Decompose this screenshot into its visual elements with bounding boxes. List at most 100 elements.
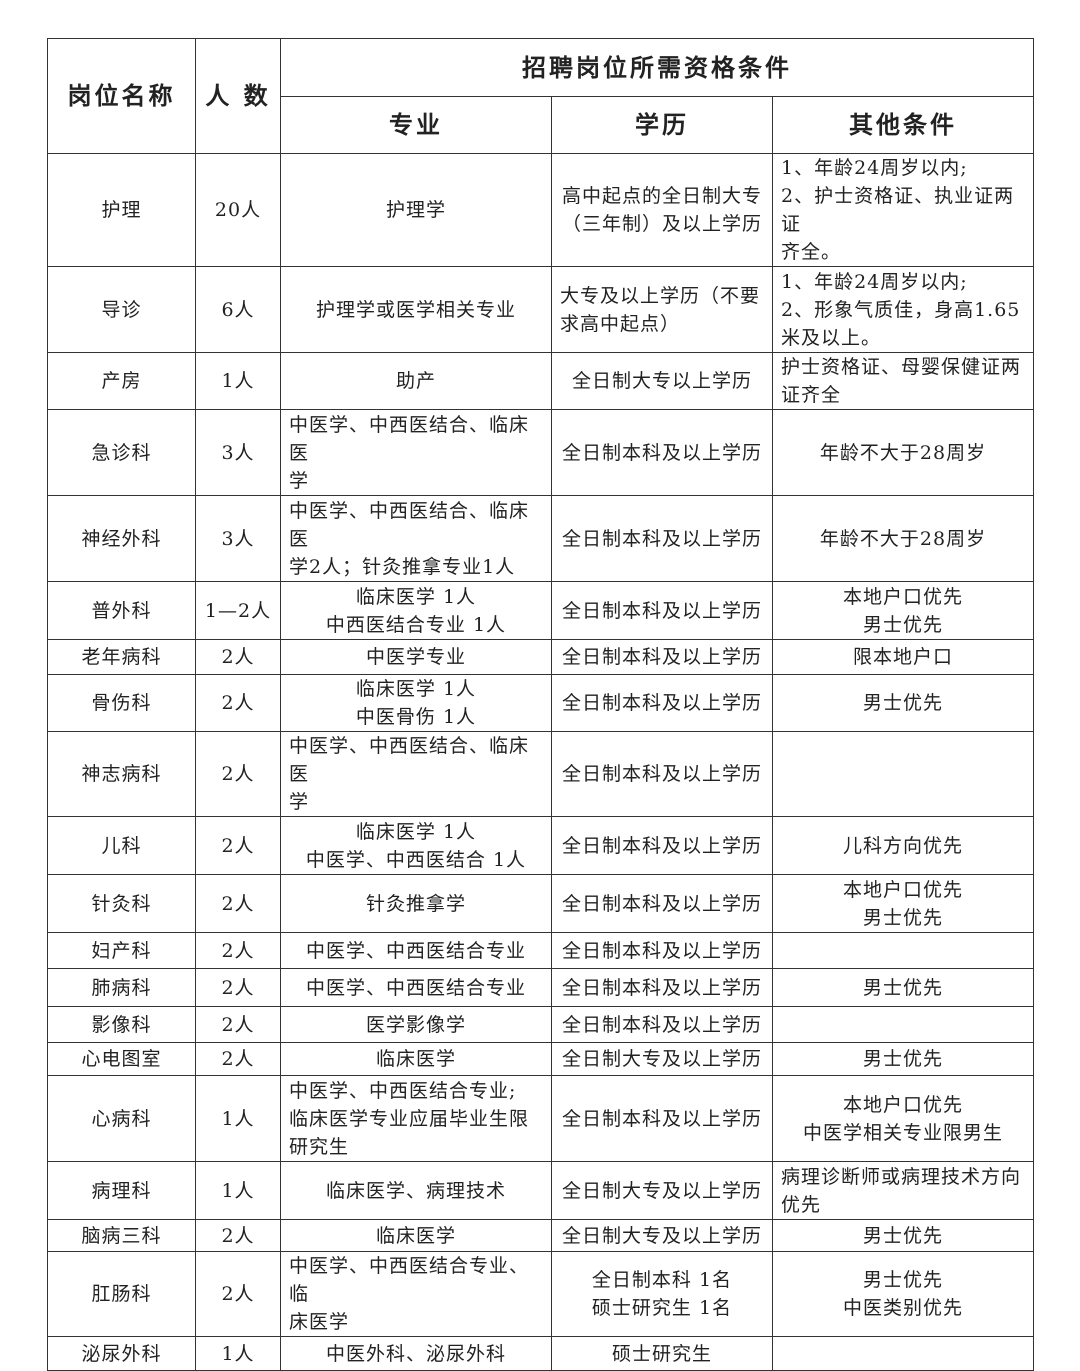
cell-position: 急诊科 [47, 409, 196, 496]
table-row: 护理 20人 护理学 高中起点的全日制大专 （三年制）及以上学历 1、年龄24周岁以内;… [47, 153, 1035, 267]
cell-count: 1—2人 [195, 581, 281, 640]
cell-major: 中医学、中西医结合、临床医 学 [280, 409, 552, 496]
header-requirements: 招聘岗位所需资格条件 [279, 38, 1035, 97]
header-other: 其他条件 [771, 96, 1035, 154]
header-major: 专业 [280, 96, 552, 154]
cell-count: 2人 [195, 968, 281, 1007]
cell-count: 2人 [195, 1006, 281, 1043]
cell-major: 临床医学、病理技术 [280, 1161, 552, 1220]
cell-education: 全日制本科及以上学历 [551, 968, 773, 1007]
cell-education: 全日制本科及以上学历 [551, 581, 773, 640]
cell-education: 全日制本科 1名 硕士研究生 1名 [551, 1251, 773, 1337]
cell-other: 1、年龄24周岁以内; 2、护士资格证、执业证两证 齐全。 [771, 153, 1035, 267]
cell-education: 全日制大专以上学历 [551, 352, 773, 410]
cell-major: 临床医学 [280, 1042, 552, 1076]
cell-major: 中医学、中西医结合专业、临 床医学 [280, 1251, 552, 1337]
cell-other: 限本地户口 [771, 639, 1035, 675]
cell-position: 神志病科 [47, 731, 196, 817]
table-row: 心病科 1人 中医学、中西医结合专业; 临床医学专业应届毕业生限 研究生 全日制本科及… [47, 1075, 1035, 1162]
cell-major: 临床医学 1人 中医学、中西医结合 1人 [280, 816, 552, 875]
cell-major: 中医学、中西医结合专业 [280, 968, 552, 1007]
cell-major: 临床医学 [280, 1219, 552, 1252]
cell-other: 男士优先 中医类别优先 [771, 1251, 1035, 1337]
table-body: 护理 20人 护理学 高中起点的全日制大专 （三年制）及以上学历 1、年龄24周岁以内;… [47, 153, 1035, 1371]
cell-other [771, 932, 1035, 969]
cell-education: 硕士研究生 [551, 1336, 773, 1371]
table-row: 病理科 1人 临床医学、病理技术 全日制大专及以上学历 病理诊断师或病理技术方向 优先 [47, 1161, 1035, 1220]
cell-count: 20人 [195, 153, 281, 267]
table-row: 儿科 2人 临床医学 1人 中医学、中西医结合 1人 全日制本科及以上学历 儿科方向优先 [47, 816, 1035, 875]
cell-education: 全日制本科及以上学历 [551, 1075, 773, 1162]
cell-other [771, 731, 1035, 817]
table-row: 急诊科 3人 中医学、中西医结合、临床医 学全日制本科及以上学历 年龄不大于28周岁 [47, 409, 1035, 496]
cell-education: 全日制本科及以上学历 [551, 495, 773, 582]
cell-other [771, 1006, 1035, 1043]
cell-other [771, 1336, 1035, 1371]
cell-other: 男士优先 [771, 968, 1035, 1007]
table-row: 脑病三科 2人 临床医学 全日制大专及以上学历 男士优先 [47, 1219, 1035, 1252]
cell-other: 男士优先 [771, 674, 1035, 732]
cell-count: 1人 [195, 1336, 281, 1371]
table-row: 肺病科 2人 中医学、中西医结合专业 全日制本科及以上学历 男士优先 [47, 968, 1035, 1007]
table-row: 产房 1人 助产 全日制大专以上学历 护士资格证、母婴保健证两 证齐全 [47, 352, 1035, 410]
table-row: 老年病科 2人 中医学专业 全日制本科及以上学历 限本地户口 [47, 639, 1035, 675]
cell-position: 泌尿外科 [47, 1336, 196, 1371]
cell-position: 心病科 [47, 1075, 196, 1162]
table-row: 骨伤科 2人 临床医学 1人 中医骨伤 1人 全日制本科及以上学历 男士优先 [47, 674, 1035, 732]
cell-other: 儿科方向优先 [771, 816, 1035, 875]
cell-education: 全日制本科及以上学历 [551, 932, 773, 969]
cell-major: 中医学、中西医结合专业 [280, 932, 552, 969]
cell-position: 病理科 [47, 1161, 196, 1220]
cell-position: 肺病科 [47, 968, 196, 1007]
table-row: 导诊 6人 护理学或医学相关专业 大专及以上学历（不要 求高中起点） 1、年龄24周岁以… [47, 266, 1035, 353]
table-row: 心电图室 2人 临床医学 全日制大专及以上学历 男士优先 [47, 1042, 1035, 1076]
table-row: 神志病科 2人 中医学、中西医结合、临床医 学全日制本科及以上学历 [47, 731, 1035, 817]
cell-count: 3人 [195, 409, 281, 496]
cell-other: 本地户口优先 中医学相关专业限男生 [771, 1075, 1035, 1162]
cell-education: 高中起点的全日制大专 （三年制）及以上学历 [551, 153, 773, 267]
cell-count: 1人 [195, 1075, 281, 1162]
cell-education: 全日制大专及以上学历 [551, 1219, 773, 1252]
cell-position: 肛肠科 [47, 1251, 196, 1337]
cell-position: 神经外科 [47, 495, 196, 582]
cell-major: 中医学、中西医结合、临床医 学2人；针灸推拿专业1人 [280, 495, 552, 582]
cell-count: 2人 [195, 816, 281, 875]
cell-other: 男士优先 [771, 1219, 1035, 1252]
cell-other: 本地户口优先 男士优先 [771, 581, 1035, 640]
cell-count: 3人 [195, 495, 281, 582]
cell-other: 病理诊断师或病理技术方向 优先 [771, 1161, 1035, 1220]
cell-count: 2人 [195, 1042, 281, 1076]
cell-count: 2人 [195, 674, 281, 732]
cell-education: 全日制本科及以上学历 [551, 409, 773, 496]
table-row: 针灸科 2人 针灸推拿学 全日制本科及以上学历 本地户口优先 男士优先 [47, 874, 1035, 933]
header-position: 岗位名称 [47, 38, 196, 154]
cell-position: 影像科 [47, 1006, 196, 1043]
cell-education: 全日制大专及以上学历 [551, 1161, 773, 1220]
header-count: 人 数 [195, 38, 281, 154]
recruitment-table: 岗位名称 人 数 招聘岗位所需资格条件 专业 学历 其他条件 护理 20人 护理学高… [47, 38, 1035, 1371]
table-row: 肛肠科 2人 中医学、中西医结合专业、临 床医学 全日制本科 1名 硕士研究生 1名男… [47, 1251, 1035, 1337]
cell-other: 1、年龄24周岁以内; 2、形象气质佳，身高1.65 米及以上。 [771, 266, 1035, 353]
cell-education: 大专及以上学历（不要 求高中起点） [551, 266, 773, 353]
cell-position: 儿科 [47, 816, 196, 875]
cell-position: 针灸科 [47, 874, 196, 933]
table-row: 泌尿外科 1人 中医外科、泌尿外科 硕士研究生 [47, 1336, 1035, 1371]
cell-position: 骨伤科 [47, 674, 196, 732]
cell-position: 普外科 [47, 581, 196, 640]
cell-major: 护理学 [280, 153, 552, 267]
cell-other: 年龄不大于28周岁 [771, 409, 1035, 496]
cell-education: 全日制本科及以上学历 [551, 874, 773, 933]
cell-education: 全日制本科及以上学历 [551, 639, 773, 675]
cell-position: 脑病三科 [47, 1219, 196, 1252]
cell-position: 心电图室 [47, 1042, 196, 1076]
table-row: 妇产科 2人 中医学、中西医结合专业 全日制本科及以上学历 [47, 932, 1035, 969]
cell-major: 中医学、中西医结合、临床医 学 [280, 731, 552, 817]
cell-major: 临床医学 1人 中医骨伤 1人 [280, 674, 552, 732]
cell-other: 本地户口优先 男士优先 [771, 874, 1035, 933]
cell-other: 年龄不大于28周岁 [771, 495, 1035, 582]
cell-position: 妇产科 [47, 932, 196, 969]
table-row: 普外科 1—2人 临床医学 1人 中西医结合专业 1人 全日制本科及以上学历 本地户口优… [47, 581, 1035, 640]
cell-major: 中医外科、泌尿外科 [280, 1336, 552, 1371]
cell-other: 男士优先 [771, 1042, 1035, 1076]
cell-major: 临床医学 1人 中西医结合专业 1人 [280, 581, 552, 640]
